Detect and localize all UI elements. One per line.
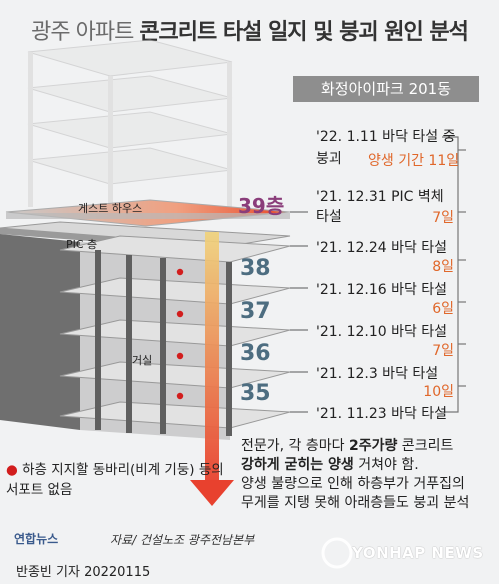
collapse-arrow-head xyxy=(190,480,234,506)
pic-floor-label: PIC 층 xyxy=(66,238,98,251)
timeline-event-5: '21. 12.10 바닥 타설 xyxy=(316,324,448,340)
living-room-label: 거실 xyxy=(132,354,153,367)
timeline-event-1-line2: 붕괴 xyxy=(316,151,342,167)
floor-35-label: 35 xyxy=(240,381,271,406)
timeline-days-4: 6일 xyxy=(432,301,454,317)
timeline-event-2-line2: 타설 xyxy=(316,209,342,225)
source-credit: 자료/ 건설노조 광주전남본부 xyxy=(110,533,255,547)
floor-37-label: 37 xyxy=(240,299,271,324)
support-dots xyxy=(176,268,184,400)
timeline-event-6: '21. 12.3 바닥 타설 xyxy=(316,366,439,382)
timeline-days-1: 양생 기간 11일 xyxy=(368,153,460,169)
yonhap-logo-mark xyxy=(321,537,353,569)
expert-line-3: 양생 불량으로 인해 하층부가 거푸집의 xyxy=(241,476,465,492)
floor-36-label: 36 xyxy=(240,341,271,366)
timeline-event-1: '22. 1.11 바닥 타설 중 xyxy=(316,129,456,145)
expert-rest: 거쳐야 함. xyxy=(353,457,419,473)
columns xyxy=(95,250,232,436)
expert-prefix: 전문가, 각 층마다 xyxy=(241,438,349,454)
timeline-event-4: '21. 12.16 바닥 타설 xyxy=(316,282,448,298)
floor-39-label: 39층 xyxy=(238,194,285,218)
timeline-event-7: '21. 11.23 바닥 타설 xyxy=(316,406,448,422)
guest-house-label: 게스트 하우스 xyxy=(78,202,143,215)
expert-analysis: 전문가, 각 층마다 2주가량 콘크리트 강하게 굳히는 양생 거쳐야 함. 양… xyxy=(241,437,491,513)
expert-bold-period: 2주가량 xyxy=(348,438,398,454)
title-light: 광주 아파트 xyxy=(31,20,134,45)
expert-mid: 콘크리트 xyxy=(397,438,454,454)
byline: 반종빈 기자 20220115 xyxy=(16,565,151,580)
timeline-lines xyxy=(290,136,466,413)
timeline-event-3: '21. 12.24 바닥 타설 xyxy=(316,240,448,256)
timeline-days-6: 10일 xyxy=(423,384,454,400)
support-note: ● 하층 지지할 동바리(비계 기둥) 등의 서포트 없음 xyxy=(6,460,226,500)
timeline-days-2: 7일 xyxy=(432,210,454,226)
title-bold: 콘크리트 타설 일지 및 붕괴 원인 분석 xyxy=(139,20,469,45)
page-title: 광주 아파트 콘크리트 타설 일지 및 붕괴 원인 분석 xyxy=(0,14,499,46)
expert-line-4: 무게를 지탱 못해 아래층들도 붕괴 분석 xyxy=(241,495,470,511)
bullet-dot-icon: ● xyxy=(6,462,18,478)
expert-bold-curing: 강하게 굳히는 양생 xyxy=(241,457,354,473)
support-note-text: 하층 지지할 동바리(비계 기둥) 등의 서포트 없음 xyxy=(6,462,224,498)
building-badge: 화정아이파크 201동 xyxy=(293,76,479,102)
yonhap-news-watermark: YONHAP NEWS xyxy=(352,544,484,562)
yonhap-korean-logo: 연합뉴스 xyxy=(14,532,59,546)
timeline-event-2: '21. 12.31 PIC 벽체 xyxy=(316,189,444,205)
timeline-days-5: 7일 xyxy=(432,343,454,359)
timeline-days-3: 8일 xyxy=(432,259,454,275)
upper-floors xyxy=(27,39,233,216)
left-wall xyxy=(0,234,80,430)
collapse-arrow-shaft xyxy=(205,232,219,482)
floor-38-label: 38 xyxy=(240,256,271,281)
